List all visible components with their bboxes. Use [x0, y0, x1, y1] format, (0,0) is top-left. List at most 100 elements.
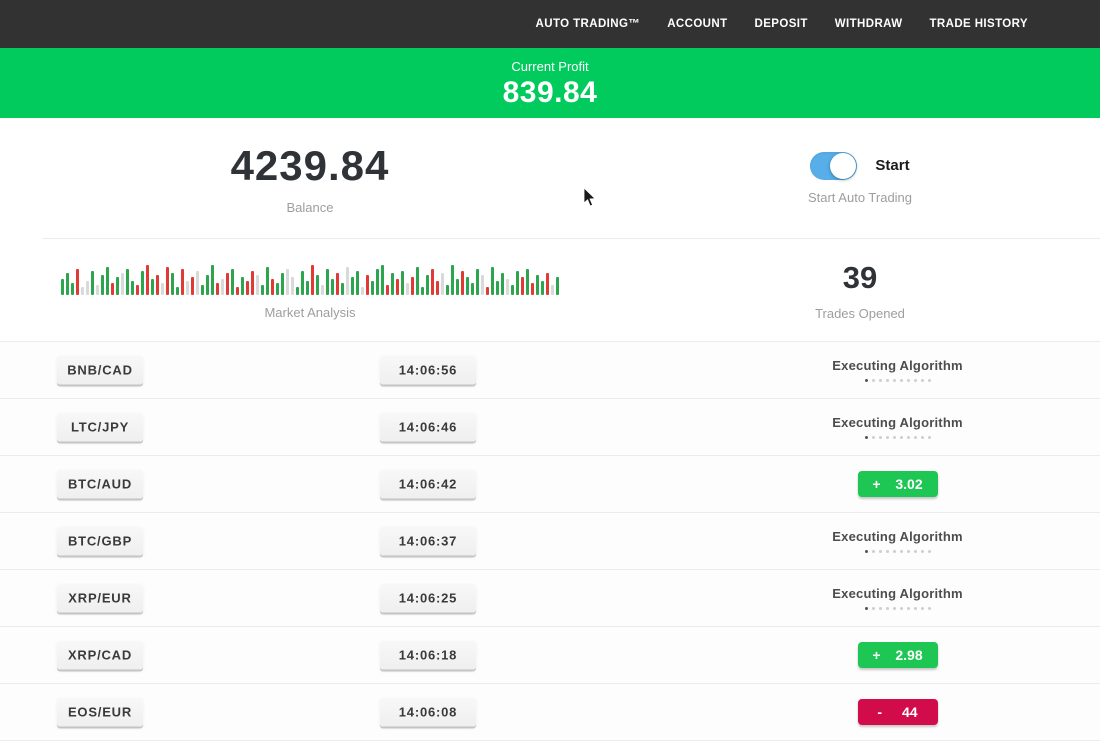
progress-dot [899, 379, 903, 382]
progress-dot [927, 550, 931, 553]
balance-label: Balance [286, 199, 334, 215]
progress-dot [920, 379, 924, 382]
executing-status: Executing Algorithm [815, 415, 980, 439]
market-bar [331, 278, 334, 295]
market-analysis-block: Market Analysis [0, 239, 620, 341]
progress-dot [864, 436, 868, 439]
market-bar [151, 278, 154, 295]
nav-item[interactable]: DEPOSIT [754, 18, 808, 30]
divider-1 [42, 238, 1100, 239]
trade-status: + 2.98 [815, 642, 980, 668]
progress-dot [871, 436, 875, 439]
result-value: 2.98 [895, 647, 923, 663]
market-analysis-label: Market Analysis [264, 304, 356, 320]
market-bar [61, 278, 64, 295]
market-bar [381, 264, 384, 295]
market-bar [236, 286, 239, 295]
profit-banner-label: Current Profit [511, 59, 589, 74]
progress-dots [815, 550, 980, 553]
top-nav: AUTO TRADING™ ACCOUNT DEPOSIT WITHDRAW T… [0, 0, 1100, 48]
progress-dot [920, 550, 924, 553]
market-bar [521, 276, 524, 295]
result-sign: - [877, 704, 883, 720]
progress-dot [906, 436, 910, 439]
market-bar [441, 272, 444, 295]
time-chip: 14:06:37 [380, 526, 476, 556]
market-bar [541, 280, 544, 295]
market-bar [96, 284, 99, 295]
market-bar [161, 282, 164, 295]
profit-banner: Current Profit 839.84 [0, 48, 1100, 118]
auto-trading-block: Start Start Auto Trading [620, 118, 1100, 238]
market-bar [491, 266, 494, 295]
market-bar [71, 282, 74, 295]
executing-label: Executing Algorithm [832, 529, 963, 544]
market-bar [531, 282, 534, 295]
executing-label: Executing Algorithm [832, 586, 963, 601]
market-bar [486, 286, 489, 295]
market-bar [411, 276, 414, 295]
market-bar [401, 270, 404, 295]
stats-row-2: Market Analysis 39 Trades Opened [0, 239, 1100, 341]
market-bar [261, 284, 264, 295]
progress-dot [906, 607, 910, 610]
nav-item[interactable]: AUTO TRADING™ [535, 18, 641, 30]
auto-trading-toggle[interactable] [810, 151, 858, 180]
result-value: 3.02 [895, 476, 923, 492]
trades-opened-value: 39 [842, 259, 878, 295]
market-bar [346, 266, 349, 295]
toggle-knob-icon [830, 152, 857, 179]
toggle-label: Start [875, 157, 910, 174]
market-bar [446, 284, 449, 295]
market-bar [291, 276, 294, 295]
nav-item[interactable]: ACCOUNT [667, 18, 728, 30]
balance-block: 4239.84 Balance [0, 118, 620, 238]
progress-dot [899, 550, 903, 553]
progress-dot [878, 607, 882, 610]
market-bar [431, 268, 434, 295]
market-bar [251, 270, 254, 295]
trade-status: + 3.02 [815, 471, 980, 497]
progress-dot [892, 436, 896, 439]
market-bar [451, 264, 454, 295]
profit-banner-value: 839.84 [502, 76, 598, 109]
market-bar [246, 280, 249, 295]
trades-opened-block: 39 Trades Opened [620, 239, 1100, 341]
market-bar [136, 284, 139, 295]
market-bar [141, 270, 144, 295]
market-bar [341, 282, 344, 295]
pair-chip: EOS/EUR [57, 697, 143, 727]
time-chip: 14:06:18 [380, 640, 476, 670]
market-bar [191, 276, 194, 295]
market-bar [181, 268, 184, 295]
trade-status: Executing Algorithm [815, 358, 980, 382]
market-bar [366, 274, 369, 295]
market-bar [186, 280, 189, 295]
market-bar [121, 272, 124, 295]
progress-dot [913, 436, 917, 439]
time-chip: 14:06:08 [380, 697, 476, 727]
market-bar [371, 280, 374, 295]
market-bar [391, 272, 394, 295]
market-bar [511, 284, 514, 295]
progress-dot [871, 379, 875, 382]
trade-row: BNB/CAD 14:06:56 Executing Algorithm [0, 342, 1100, 399]
nav-item[interactable]: TRADE HISTORY [929, 18, 1028, 30]
market-bar [231, 268, 234, 295]
pair-chip: BNB/CAD [57, 355, 143, 385]
market-bar [271, 278, 274, 295]
progress-dot [906, 550, 910, 553]
result-badge: - 44 [857, 699, 938, 725]
market-bar [496, 280, 499, 295]
market-bar [146, 264, 149, 295]
trade-status: - 44 [815, 699, 980, 725]
progress-dot [885, 379, 889, 382]
market-bar [131, 280, 134, 295]
market-bar [456, 278, 459, 295]
progress-dots [815, 379, 980, 382]
trade-row: EOS/EUR 14:06:08 - 44 [0, 684, 1100, 741]
market-bar [76, 268, 79, 295]
progress-dot [927, 607, 931, 610]
market-bar [551, 284, 554, 295]
nav-item[interactable]: WITHDRAW [834, 18, 903, 30]
